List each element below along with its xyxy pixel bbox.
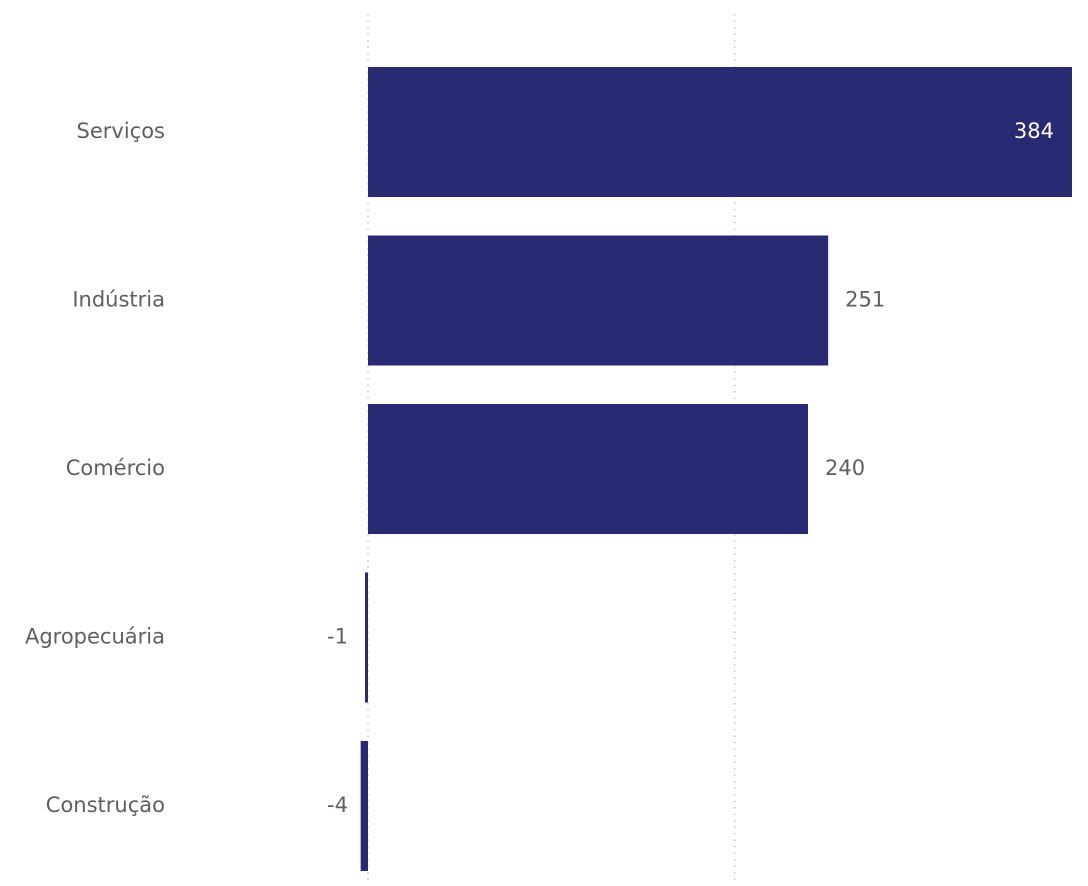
bar-construcao[interactable] [360, 741, 368, 871]
value-label-comercio: 240 [825, 456, 865, 480]
bar-industria[interactable] [368, 235, 829, 366]
bar-servicos[interactable] [368, 67, 1072, 197]
category-label-agropecuaria: Agropecuária [25, 625, 165, 649]
value-labels: 384 251 240 -1 -4 [327, 119, 1054, 817]
bars [360, 67, 1072, 871]
bar-agropecuaria[interactable] [365, 572, 368, 703]
category-labels: Serviços Indústria Comércio Agropecuária Con… [25, 119, 165, 817]
category-label-industria: Indústria [72, 288, 165, 312]
value-label-construcao: -4 [327, 793, 348, 817]
value-label-agropecuaria: -1 [327, 625, 348, 649]
value-label-industria: 251 [845, 288, 885, 312]
category-label-construcao: Construção [46, 793, 165, 817]
category-label-servicos: Serviços [77, 119, 165, 143]
category-label-comercio: Comércio [66, 456, 165, 480]
bar-comercio[interactable] [368, 404, 808, 534]
value-label-servicos: 384 [1014, 119, 1054, 143]
